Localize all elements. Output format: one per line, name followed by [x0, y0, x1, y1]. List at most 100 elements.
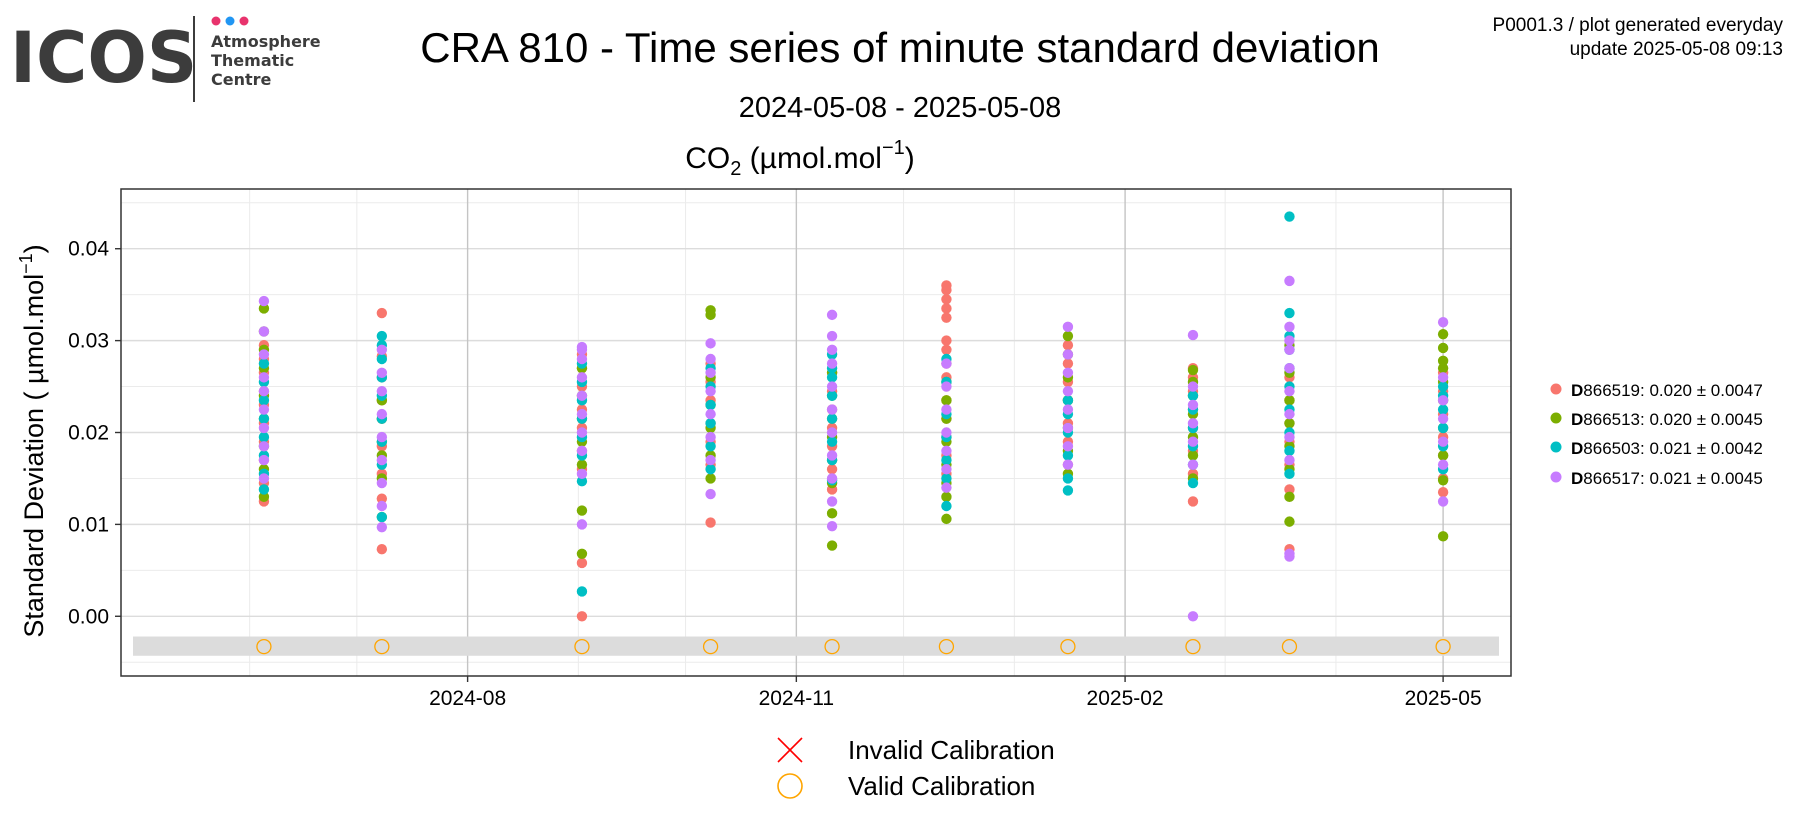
- data-point: [705, 517, 716, 528]
- data-point: [941, 312, 952, 323]
- logo-line-3: Centre: [211, 70, 272, 89]
- data-point: [1437, 487, 1449, 498]
- data-point: [258, 395, 270, 406]
- data-point: [705, 305, 716, 316]
- data-point: [826, 358, 838, 369]
- panel-title-sub: 2: [730, 158, 741, 180]
- legend-text-d866517: 866517: 0.021 ± 0.0045: [1583, 469, 1763, 488]
- data-point: [826, 309, 838, 321]
- panel-title-sup: −1: [882, 137, 905, 159]
- legend-label-d866519: D866519: 0.020 ± 0.0047: [1571, 381, 1763, 400]
- valid-calibration-marker: [938, 638, 955, 655]
- data-point: [376, 477, 388, 489]
- y-axis-label: Standard Deviation ( µmol.mol−1): [16, 244, 49, 637]
- valid-calibration-marker: [1060, 638, 1076, 655]
- data-point: [705, 408, 716, 420]
- data-point: [258, 441, 270, 452]
- data-point: [376, 431, 388, 443]
- data-point: [576, 611, 588, 622]
- circle-icon: [777, 773, 803, 799]
- data-point: [826, 464, 838, 475]
- data-point: [705, 367, 716, 378]
- data-point: [1284, 395, 1295, 406]
- data-point: [1062, 422, 1074, 434]
- data-point: [258, 385, 270, 397]
- data-point: [1187, 496, 1199, 507]
- data-point: [826, 344, 838, 356]
- data-point: [1284, 548, 1295, 559]
- data-point: [705, 431, 716, 443]
- legend-key-d866513: [1550, 412, 1562, 424]
- data-point: [1284, 418, 1295, 429]
- data-point: [1062, 485, 1074, 496]
- data-point: [1062, 459, 1074, 470]
- data-point: [1062, 349, 1074, 360]
- data-point: [1437, 381, 1449, 392]
- data-point: [1437, 450, 1449, 461]
- data-point: [1437, 436, 1449, 447]
- data-point: [826, 404, 838, 415]
- data-point: [1062, 358, 1074, 369]
- y-tick-label: 0.02: [68, 422, 109, 445]
- data-point: [576, 519, 588, 530]
- data-point: [1187, 459, 1199, 470]
- data-point: [1187, 390, 1199, 401]
- data-point: [1437, 342, 1449, 354]
- data-point: [576, 459, 588, 470]
- panel-title-mid: (µmol.mol: [741, 142, 882, 175]
- header-update-line: update 2025-05-08 09:13: [1570, 39, 1783, 60]
- legend-key-d866517: [1550, 471, 1562, 483]
- data-point: [705, 441, 716, 452]
- valid-calibration-marker: [256, 638, 272, 655]
- panel-title-post: ): [905, 142, 915, 175]
- data-point: [576, 390, 588, 401]
- data-point: [941, 404, 952, 415]
- data-point: [576, 557, 588, 569]
- data-point: [258, 454, 270, 466]
- data-point: [826, 413, 838, 424]
- data-point: [1284, 454, 1295, 466]
- chart-title: CRA 810 - Time series of minute standard…: [420, 24, 1379, 71]
- data-point: [941, 473, 952, 484]
- data-point: [1284, 275, 1295, 287]
- legend-bold-d866513: D: [1571, 410, 1583, 429]
- data-point: [376, 367, 388, 378]
- data-point: [826, 540, 838, 551]
- data-point: [826, 330, 838, 342]
- data-point: [376, 344, 388, 356]
- logo-divider: [193, 16, 195, 102]
- data-point: [941, 513, 952, 525]
- data-point: [1437, 328, 1449, 340]
- y-axis-label-post: ): [19, 244, 49, 253]
- data-point: [1062, 385, 1074, 397]
- logo-dot-3: [239, 16, 249, 26]
- data-point: [705, 488, 716, 500]
- data-point: [1437, 355, 1449, 367]
- data-point: [258, 349, 270, 360]
- x-tick-label: 2025-05: [1405, 687, 1482, 710]
- data-point: [826, 521, 838, 532]
- x-tick-label: 2024-08: [429, 687, 506, 710]
- legend-key-d866503: [1550, 441, 1562, 453]
- data-point: [1187, 418, 1199, 429]
- data-point: [1284, 445, 1295, 457]
- data-point: [826, 508, 838, 519]
- data-point: [1062, 450, 1074, 461]
- data-point: [705, 399, 716, 411]
- valid-calibration-marker: [574, 638, 590, 655]
- data-point: [258, 326, 270, 337]
- data-point: [941, 294, 952, 305]
- data-point: [705, 464, 716, 475]
- data-point: [941, 445, 952, 457]
- data-point: [1437, 362, 1449, 374]
- data-point: [941, 491, 952, 503]
- data-point: [941, 427, 952, 438]
- data-point: [1187, 381, 1199, 392]
- data-point: [576, 476, 588, 487]
- valid-calibration-label: Valid Calibration: [848, 771, 1035, 801]
- y-tick-label: 0.01: [68, 513, 109, 536]
- cross-icon: [777, 737, 803, 763]
- x-tick-label: 2024-11: [759, 687, 835, 710]
- data-point: [1284, 516, 1295, 527]
- data-point: [1437, 372, 1449, 383]
